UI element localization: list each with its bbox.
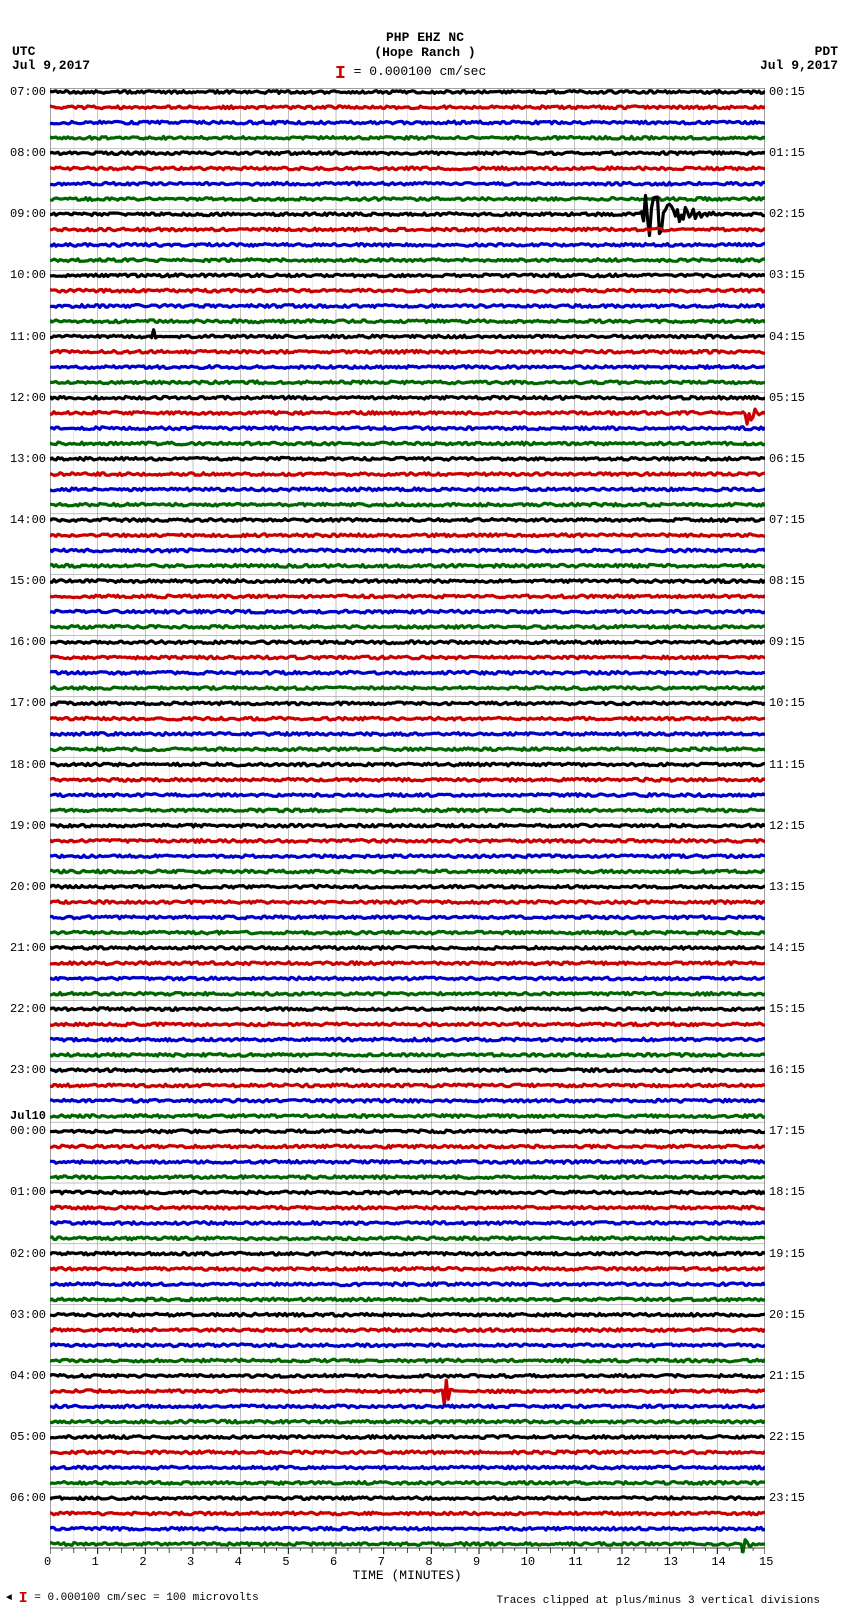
x-tick-label: 5	[282, 1555, 289, 1569]
x-tick-label: 11	[568, 1555, 582, 1569]
right-hour-label: 15:15	[769, 1002, 805, 1016]
left-hour-label: 03:00	[10, 1308, 46, 1322]
right-hour-label: 00:15	[769, 85, 805, 99]
left-hour-label: 23:00	[10, 1063, 46, 1077]
left-hour-label: 13:00	[10, 452, 46, 466]
left-hour-label: 08:00	[10, 146, 46, 160]
right-hour-label: 07:15	[769, 513, 805, 527]
right-hour-label: 13:15	[769, 880, 805, 894]
seismogram-container: PHP EHZ NC (Hope Ranch ) I = 0.000100 cm…	[0, 0, 850, 1613]
x-tick-label: 3	[187, 1555, 194, 1569]
x-tick-label: 0	[44, 1555, 51, 1569]
right-hour-label: 17:15	[769, 1124, 805, 1138]
right-hour-label: 12:15	[769, 819, 805, 833]
x-tick-label: 10	[521, 1555, 535, 1569]
x-tick-label: 14	[711, 1555, 725, 1569]
left-hour-label: 15:00	[10, 574, 46, 588]
x-tick-label: 12	[616, 1555, 630, 1569]
x-tick-label: 4	[235, 1555, 242, 1569]
right-hour-label: 19:15	[769, 1247, 805, 1261]
left-hour-label: 02:00	[10, 1247, 46, 1261]
left-hour-label: 09:00	[10, 207, 46, 221]
scale-note: = 0.000100 cm/sec	[354, 64, 487, 79]
right-hour-label: 16:15	[769, 1063, 805, 1077]
right-hour-label: 06:15	[769, 452, 805, 466]
scale-bar: I = 0.000100 cm/sec	[335, 64, 486, 84]
left-hour-label: 06:00	[10, 1491, 46, 1505]
left-hour-label: 00:00	[10, 1124, 46, 1138]
left-hour-label: 21:00	[10, 941, 46, 955]
right-hour-label: 22:15	[769, 1430, 805, 1444]
station-code: PHP EHZ NC	[0, 30, 850, 45]
left-date-2: Jul10	[10, 1109, 46, 1123]
right-tz: PDT	[815, 44, 838, 59]
seismogram-plot	[50, 88, 765, 1568]
left-hour-label: 04:00	[10, 1369, 46, 1383]
left-hour-label: 20:00	[10, 880, 46, 894]
right-hour-label: 03:15	[769, 268, 805, 282]
left-hour-label: 11:00	[10, 330, 46, 344]
right-date: Jul 9,2017	[760, 58, 838, 73]
x-axis-title: TIME (MINUTES)	[353, 1568, 462, 1583]
footer-right: Traces clipped at plus/minus 3 vertical …	[497, 1595, 820, 1607]
footer-left: ◄ I = 0.000100 cm/sec = 100 microvolts	[6, 1590, 259, 1607]
x-tick-label: 1	[92, 1555, 99, 1569]
left-hour-label: 14:00	[10, 513, 46, 527]
x-tick-label: 6	[330, 1555, 337, 1569]
left-hour-label: 22:00	[10, 1002, 46, 1016]
right-hour-label: 01:15	[769, 146, 805, 160]
left-hour-label: 16:00	[10, 635, 46, 649]
right-hour-label: 05:15	[769, 391, 805, 405]
left-hour-label: 05:00	[10, 1430, 46, 1444]
left-hour-label: 17:00	[10, 696, 46, 710]
left-hour-label: 19:00	[10, 819, 46, 833]
x-tick-label: 9	[473, 1555, 480, 1569]
x-tick-label: 2	[139, 1555, 146, 1569]
left-hour-label: 07:00	[10, 85, 46, 99]
left-hour-label: 12:00	[10, 391, 46, 405]
right-hour-label: 14:15	[769, 941, 805, 955]
right-hour-label: 09:15	[769, 635, 805, 649]
right-hour-label: 04:15	[769, 330, 805, 344]
left-hour-label: 01:00	[10, 1185, 46, 1199]
x-tick-label: 8	[425, 1555, 432, 1569]
left-date: Jul 9,2017	[12, 58, 90, 73]
x-tick-label: 15	[759, 1555, 773, 1569]
right-hour-label: 02:15	[769, 207, 805, 221]
right-hour-label: 20:15	[769, 1308, 805, 1322]
left-hour-label: 10:00	[10, 268, 46, 282]
left-tz: UTC	[12, 44, 35, 59]
right-hour-label: 10:15	[769, 696, 805, 710]
x-tick-label: 7	[378, 1555, 385, 1569]
x-tick-label: 13	[664, 1555, 678, 1569]
left-hour-label: 18:00	[10, 758, 46, 772]
right-hour-label: 08:15	[769, 574, 805, 588]
right-hour-label: 23:15	[769, 1491, 805, 1505]
right-hour-label: 18:15	[769, 1185, 805, 1199]
right-hour-label: 11:15	[769, 758, 805, 772]
right-hour-label: 21:15	[769, 1369, 805, 1383]
station-name: (Hope Ranch )	[0, 45, 850, 60]
